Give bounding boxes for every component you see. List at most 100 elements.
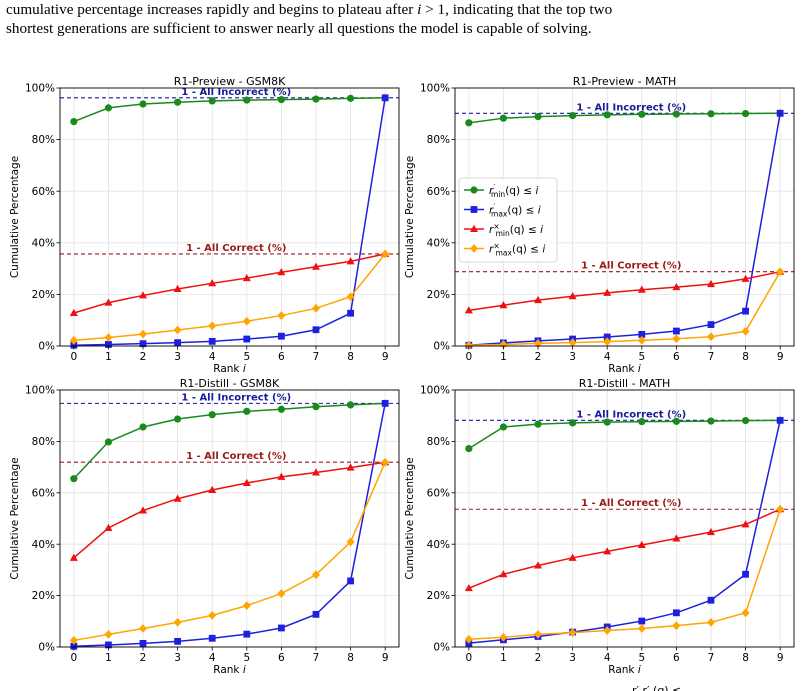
point-marker [70, 475, 78, 483]
series-line [73, 253, 386, 342]
point-marker [311, 468, 320, 476]
y-tick-label: 100% [420, 83, 450, 95]
series-line [73, 253, 386, 314]
point-marker [707, 417, 715, 425]
chart-panel-3: 1 - All Incorrect (%) 1 - All Correct (%)… [9, 377, 400, 676]
series-rmin-incorrect [69, 249, 390, 316]
point-marker [637, 540, 646, 548]
y-tick-label: 0% [433, 642, 450, 654]
point-marker [173, 325, 182, 335]
chart-title: R1-Distill - MATH [579, 377, 670, 390]
x-tick-label: 9 [382, 652, 389, 664]
x-tick-label: 1 [105, 652, 112, 664]
point-marker [277, 472, 286, 480]
point-marker [470, 186, 478, 194]
legend: r′ min(q) ≤ i r′ max(q) ≤ i r× min(q) ≤ i r× ma… [458, 177, 558, 263]
legend-label: r′ min(q) ≤ i [489, 183, 539, 199]
point-marker [208, 411, 216, 419]
point-marker [312, 95, 320, 103]
all-incorrect-label: 1 - All Incorrect (%) [576, 102, 686, 113]
point-marker [672, 609, 680, 617]
point-marker [104, 333, 113, 342]
point-marker [69, 308, 78, 316]
x-tick-label: 2 [535, 351, 542, 363]
point-marker [672, 334, 681, 344]
series-rmax-incorrect [464, 504, 785, 644]
point-marker [174, 339, 182, 347]
y-tick-label: 100% [420, 385, 450, 397]
point-marker [242, 601, 251, 611]
point-marker [638, 418, 646, 426]
point-marker [312, 610, 320, 618]
point-marker [173, 284, 182, 292]
y-tick-label: 20% [427, 289, 450, 301]
x-tick-label: 7 [313, 652, 320, 664]
series-line [73, 97, 386, 123]
point-marker [465, 444, 473, 453]
series-line [73, 461, 386, 642]
chart-panel-4: 1 - All Incorrect (%) 1 - All Correct (%)… [404, 377, 795, 676]
point-marker [741, 608, 750, 618]
series-line [73, 461, 386, 559]
x-tick-label: 9 [777, 652, 784, 664]
point-marker [104, 523, 113, 532]
y-tick-label: 60% [32, 186, 55, 198]
x-tick-label: 2 [140, 351, 147, 363]
point-marker [139, 329, 148, 339]
point-marker [174, 415, 182, 423]
point-marker [381, 249, 390, 259]
point-marker [569, 419, 577, 427]
point-marker [277, 311, 286, 320]
y-tick-label: 80% [427, 436, 450, 448]
point-marker [312, 403, 320, 411]
plot-frame [59, 389, 400, 648]
x-tick-label: 3 [174, 351, 181, 363]
x-tick-label: 3 [569, 351, 576, 363]
point-marker [672, 621, 681, 631]
point-marker [706, 279, 715, 288]
point-marker [534, 113, 542, 121]
point-marker [638, 617, 646, 625]
point-marker [105, 341, 112, 348]
x-tick-label: 5 [243, 652, 250, 664]
point-marker [173, 494, 182, 502]
point-marker [568, 292, 577, 300]
point-marker [346, 401, 355, 409]
point-marker [277, 405, 285, 413]
legend-entry-rmin-correct: r′ min(q) ≤ i [464, 183, 539, 199]
point-marker [70, 117, 78, 126]
x-tick-label: 5 [638, 351, 645, 363]
point-marker [69, 553, 78, 561]
point-marker [277, 268, 286, 276]
point-marker [603, 626, 612, 635]
x-tick-label: 6 [673, 652, 680, 664]
point-marker [381, 457, 390, 467]
point-marker [603, 337, 612, 347]
point-marker [208, 337, 216, 345]
point-marker [776, 109, 784, 117]
series-rmax-correct [70, 94, 389, 349]
point-marker [672, 327, 680, 335]
point-marker [243, 96, 251, 104]
series-rmax-incorrect [69, 249, 390, 345]
series-rmax-incorrect [69, 457, 390, 645]
point-marker [381, 399, 389, 407]
point-marker [139, 340, 147, 348]
legend-entry-rmax-incorrect: r× max(q) ≤ i [464, 241, 545, 257]
x-axis-label: Rank i [213, 363, 246, 375]
point-marker [672, 417, 680, 425]
point-marker [603, 547, 612, 555]
x-axis-label: Rank i [608, 363, 641, 375]
y-tick-label: 40% [32, 237, 55, 249]
point-marker [470, 244, 478, 253]
chart-title: R1-Preview - MATH [573, 75, 677, 88]
y-axis-label: Cumulative Percentage [404, 156, 416, 278]
point-marker [346, 292, 355, 302]
point-marker [242, 316, 251, 326]
y-tick-label: 0% [433, 341, 450, 353]
x-tick-label: 9 [777, 351, 784, 363]
all-correct-label: 1 - All Correct (%) [186, 243, 286, 254]
point-marker [637, 335, 646, 345]
x-tick-label: 4 [604, 351, 611, 363]
